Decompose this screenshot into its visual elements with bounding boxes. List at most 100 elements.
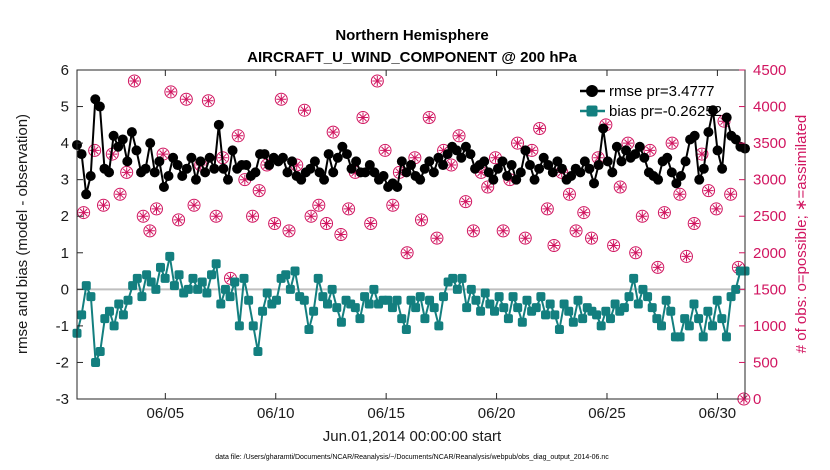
- legend-bias-marker: [586, 105, 598, 117]
- y-tick-label-right: 1000: [753, 318, 786, 335]
- obs-possible-point: [378, 143, 392, 157]
- bias-point: [364, 299, 374, 309]
- rmse-point: [200, 167, 211, 178]
- rmse-point: [341, 149, 352, 160]
- bias-point: [536, 292, 546, 302]
- bias-point: [680, 314, 690, 324]
- obs-assimilated-point: [520, 233, 531, 244]
- obs-possible-point: [629, 246, 643, 260]
- obs-possible-point: [422, 111, 436, 125]
- obs-assimilated-point: [343, 203, 354, 214]
- rmse-point: [438, 160, 449, 171]
- obs-possible-point: [320, 217, 334, 231]
- bias-point: [100, 314, 110, 324]
- rmse-point: [689, 130, 700, 141]
- bias-point: [309, 306, 319, 316]
- obs-possible-point: [643, 143, 657, 157]
- obs-possible-point: [386, 198, 400, 212]
- bias-point: [573, 295, 583, 305]
- bias-point: [531, 303, 541, 313]
- obs-possible-point: [268, 217, 282, 231]
- bias-point: [485, 299, 495, 309]
- rmse-point: [538, 152, 549, 163]
- obs-assimilated-point: [725, 189, 736, 200]
- rmse-point: [639, 152, 650, 163]
- rmse-point: [479, 156, 490, 167]
- obs-assimilated-point: [623, 138, 633, 149]
- obs-assimilated-point: [564, 189, 575, 200]
- y-tick-label-left: -3: [56, 391, 69, 408]
- y-tick-label-right: 4500: [753, 62, 786, 79]
- rmse-point: [584, 163, 595, 174]
- bias-point: [522, 295, 532, 305]
- rmse-point: [456, 152, 467, 163]
- rmse-point: [497, 156, 508, 167]
- obs-possible-point: [201, 94, 215, 108]
- obs-possible-point: [540, 202, 554, 216]
- rmse-point: [76, 149, 87, 160]
- obs-possible-point: [533, 121, 547, 135]
- bias-point: [503, 314, 513, 324]
- x-tick-label: 06/15: [367, 405, 405, 422]
- y-tick-label-left: 5: [61, 99, 69, 116]
- bias-point: [647, 303, 657, 313]
- rmse-point: [227, 145, 238, 156]
- rmse-point: [575, 167, 586, 178]
- bias-point: [142, 270, 152, 280]
- bias-point: [517, 317, 527, 327]
- obs-assimilated-point: [681, 251, 692, 262]
- bias-point: [490, 306, 499, 316]
- obs-possible-point: [364, 217, 378, 231]
- rmse-point: [296, 174, 307, 185]
- obs-assimilated-point: [424, 112, 435, 123]
- rmse-point: [543, 160, 554, 171]
- plot-frame: [76, 69, 746, 400]
- bias-point: [666, 306, 676, 316]
- rmse-point: [451, 145, 462, 156]
- bias-point: [471, 295, 481, 305]
- obs-assimilated-point: [402, 247, 413, 258]
- y-tick-label-left: 4: [61, 135, 69, 152]
- bias-point: [438, 292, 448, 302]
- rmse-point: [131, 145, 142, 156]
- rmse-point: [277, 152, 288, 163]
- bias-point: [128, 281, 138, 291]
- bias-point: [397, 314, 407, 324]
- obs-possible-point: [430, 231, 444, 245]
- obs-possible-point: [679, 249, 693, 263]
- obs-possible-point: [547, 238, 561, 252]
- obs-assimilated-point: [482, 182, 493, 192]
- obs-possible-point: [96, 198, 110, 212]
- rmse-point: [694, 174, 705, 185]
- rmse-point: [241, 160, 252, 171]
- rmse-point: [186, 152, 197, 163]
- obs-assimilated-point: [438, 145, 449, 156]
- rmse-point: [529, 174, 540, 185]
- y-axis-label-left: rmse and bias (model - observation): [14, 114, 31, 354]
- obs-possible-point: [149, 202, 163, 216]
- obs-assimilated-point: [78, 207, 89, 218]
- obs-assimilated-point: [468, 225, 479, 236]
- obs-assimilated-point: [291, 160, 302, 170]
- bias-point: [619, 303, 629, 313]
- bias-point: [188, 273, 198, 283]
- rmse-point: [140, 163, 151, 174]
- bias-point: [244, 295, 254, 305]
- rmse-point: [556, 163, 567, 174]
- legend-rmse-marker: [586, 85, 598, 97]
- rmse-point: [323, 149, 334, 160]
- obs-assimilated-point: [586, 233, 597, 244]
- obs-possible-point: [665, 136, 679, 150]
- bias-point: [281, 270, 291, 280]
- obs-assimilated-point: [549, 240, 559, 251]
- rmse-point: [602, 156, 613, 167]
- rmse-point: [524, 160, 535, 171]
- rmse-point: [465, 149, 476, 160]
- bias-point: [429, 303, 439, 313]
- obs-assimilated-point: [239, 174, 250, 185]
- obs-possible-point: [569, 224, 583, 238]
- obs-possible-point: [246, 209, 260, 223]
- obs-possible-point: [459, 195, 473, 209]
- obs-possible-point: [274, 92, 288, 106]
- rmse-point: [460, 141, 471, 152]
